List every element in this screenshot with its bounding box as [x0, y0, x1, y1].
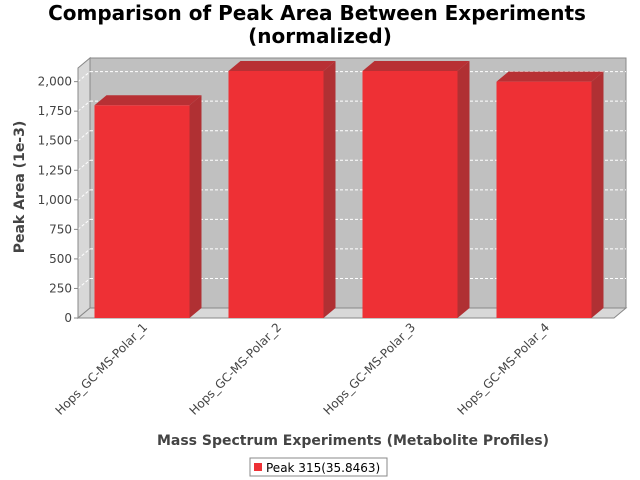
bar-side: [189, 95, 202, 318]
bar-top: [228, 61, 336, 71]
legend-swatch: [254, 463, 262, 471]
gridline-wall: [77, 130, 91, 142]
y-tick-label: 500: [49, 252, 72, 266]
bar: [362, 61, 470, 318]
gridline-wall: [77, 218, 91, 230]
bar: [228, 61, 336, 318]
gridline-wall: [77, 71, 91, 83]
y-tick-label: 750: [49, 222, 72, 236]
gridline-wall: [77, 278, 91, 289]
bar-side: [457, 61, 470, 318]
y-axis-title: Peak Area (1e-3): [12, 121, 28, 254]
bar-front: [496, 81, 592, 319]
x-tick-label: Hops_GC-MS-Polar_4: [455, 320, 553, 418]
bar-side: [323, 61, 336, 318]
x-tick-label: Hops_GC-MS-Polar_2: [187, 320, 285, 418]
y-tick-label: 1,500: [38, 134, 72, 148]
gridline-wall: [77, 248, 91, 260]
chart-title-line-2: (normalized): [248, 24, 392, 48]
bar-front: [362, 71, 458, 318]
bar-top: [496, 71, 604, 82]
x-axis-ticks: Hops_GC-MS-Polar_1 Hops_GC-MS-Polar_2 Hops…: [53, 320, 553, 418]
bar: [94, 95, 202, 318]
bars: [94, 61, 604, 319]
bar-top: [362, 61, 470, 71]
y-tick-label: 1,750: [38, 104, 72, 118]
legend: Peak 315(35.8463): [249, 457, 388, 477]
bar-front: [94, 105, 190, 318]
y-tick-label: 2,000: [38, 75, 72, 89]
legend-box: [249, 457, 388, 477]
y-tick-label: 1,250: [38, 163, 72, 177]
x-tick-label: Hops_GC-MS-Polar_1: [53, 320, 151, 418]
bar-top: [94, 95, 202, 106]
y-tick-label: 0: [64, 311, 72, 325]
chart-title-line-1: Comparison of Peak Area Between Experime…: [48, 1, 586, 25]
gridline-wall: [77, 189, 91, 201]
bar: [496, 71, 604, 319]
y-tick-label: 250: [49, 281, 72, 295]
y-axis-ticks: 0 250 500 750 1,000 1,250 1,500 1,750 2,000: [38, 75, 78, 325]
x-tick-label: Hops_GC-MS-Polar_3: [321, 320, 419, 418]
bar-front: [228, 71, 324, 318]
x-axis-title: Mass Spectrum Experiments (Metabolite Pr…: [157, 433, 549, 449]
bar-side: [591, 71, 604, 319]
y-tick-label: 1,000: [38, 193, 72, 207]
plot-left-wall: [77, 56, 91, 320]
gridline-wall: [77, 100, 91, 112]
legend-label: Peak 315(35.8463): [266, 461, 380, 475]
gridline-wall: [77, 159, 91, 171]
